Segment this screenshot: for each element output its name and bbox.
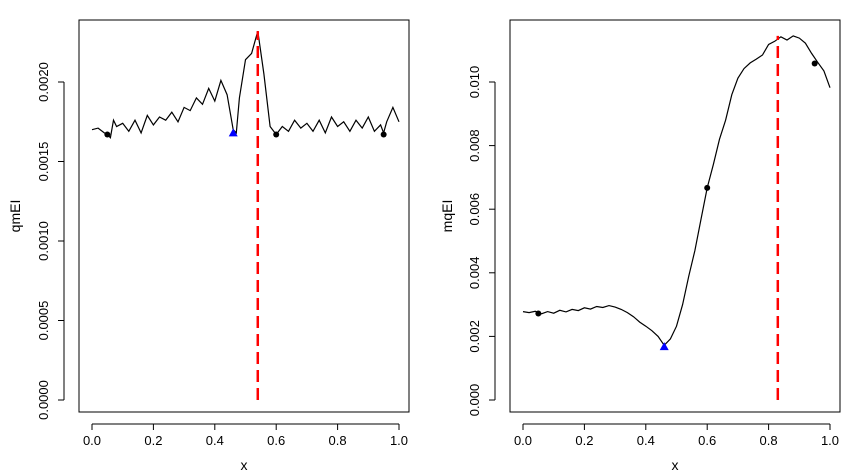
mqei-panel: 0.0 0.2 0.4 0.6 0.8 1.0 0.0000.0020.0040.0060… [439,19,841,473]
y-axis-label-qmei: qmEI [7,200,23,233]
x-axis-label-qmei: x [241,457,248,473]
y-tick-label: 0.0020 [36,62,51,102]
current-best-point [659,342,669,351]
series-mqei [522,35,831,400]
x-tick-label: 1.0 [821,433,839,448]
design-point [104,131,111,138]
x-axis-label-mqei: x [672,457,679,473]
y-tick-label: 0.010 [467,66,482,99]
x-tick-label: 0.0 [83,433,101,448]
y-tick-label: 0.0000 [36,380,51,420]
x-tick-label: 0.6 [698,433,716,448]
design-point [535,310,542,317]
x-axis-qmei: 0.0 0.2 0.4 0.6 0.8 1.0 [83,423,408,448]
y-axis-qmei: 0.0000 0.0005 0.0010 0.0015 0.0020 [36,62,65,420]
x-axis-mqei: 0.0 0.2 0.4 0.6 0.8 1.0 [514,423,839,448]
y-tick-label: 0.008 [467,129,482,162]
x-tick-label: 0.4 [637,433,655,448]
series-line [522,35,831,347]
design-point [380,131,387,138]
plot-box-qmei [78,19,410,413]
current-best-point [228,128,238,137]
design-point [704,184,711,191]
qmei-panel: 0.0 0.2 0.4 0.6 0.8 1.0 0.00000.00050.00100.0… [7,19,410,473]
y-axis-mqei: 0.000 0.002 0.004 0.006 0.008 0.010 [467,66,496,417]
x-tick-label: 0.6 [267,433,285,448]
x-tick-label: 0.8 [760,433,778,448]
x-tick-label: 0.0 [514,433,532,448]
y-tick-label: 0.006 [467,193,482,226]
y-axis-label-mqei: mqEI [439,200,455,233]
x-tick-label: 0.2 [575,433,593,448]
y-tick-label: 0.0015 [36,142,51,182]
y-tick-label: 0.002 [467,320,482,353]
design-point [811,60,818,67]
x-tick-label: 0.2 [144,433,162,448]
plot-box-mqei [509,19,841,413]
y-tick-label: 0.000 [467,384,482,417]
series-line [91,30,400,139]
y-tick-label: 0.0010 [36,221,51,261]
x-tick-label: 0.8 [329,433,347,448]
y-tick-label: 0.004 [467,257,482,290]
series-qmei [91,30,400,400]
y-tick-label: 0.0005 [36,301,51,341]
design-point [273,131,280,138]
x-tick-label: 1.0 [390,433,408,448]
x-tick-label: 0.4 [206,433,224,448]
